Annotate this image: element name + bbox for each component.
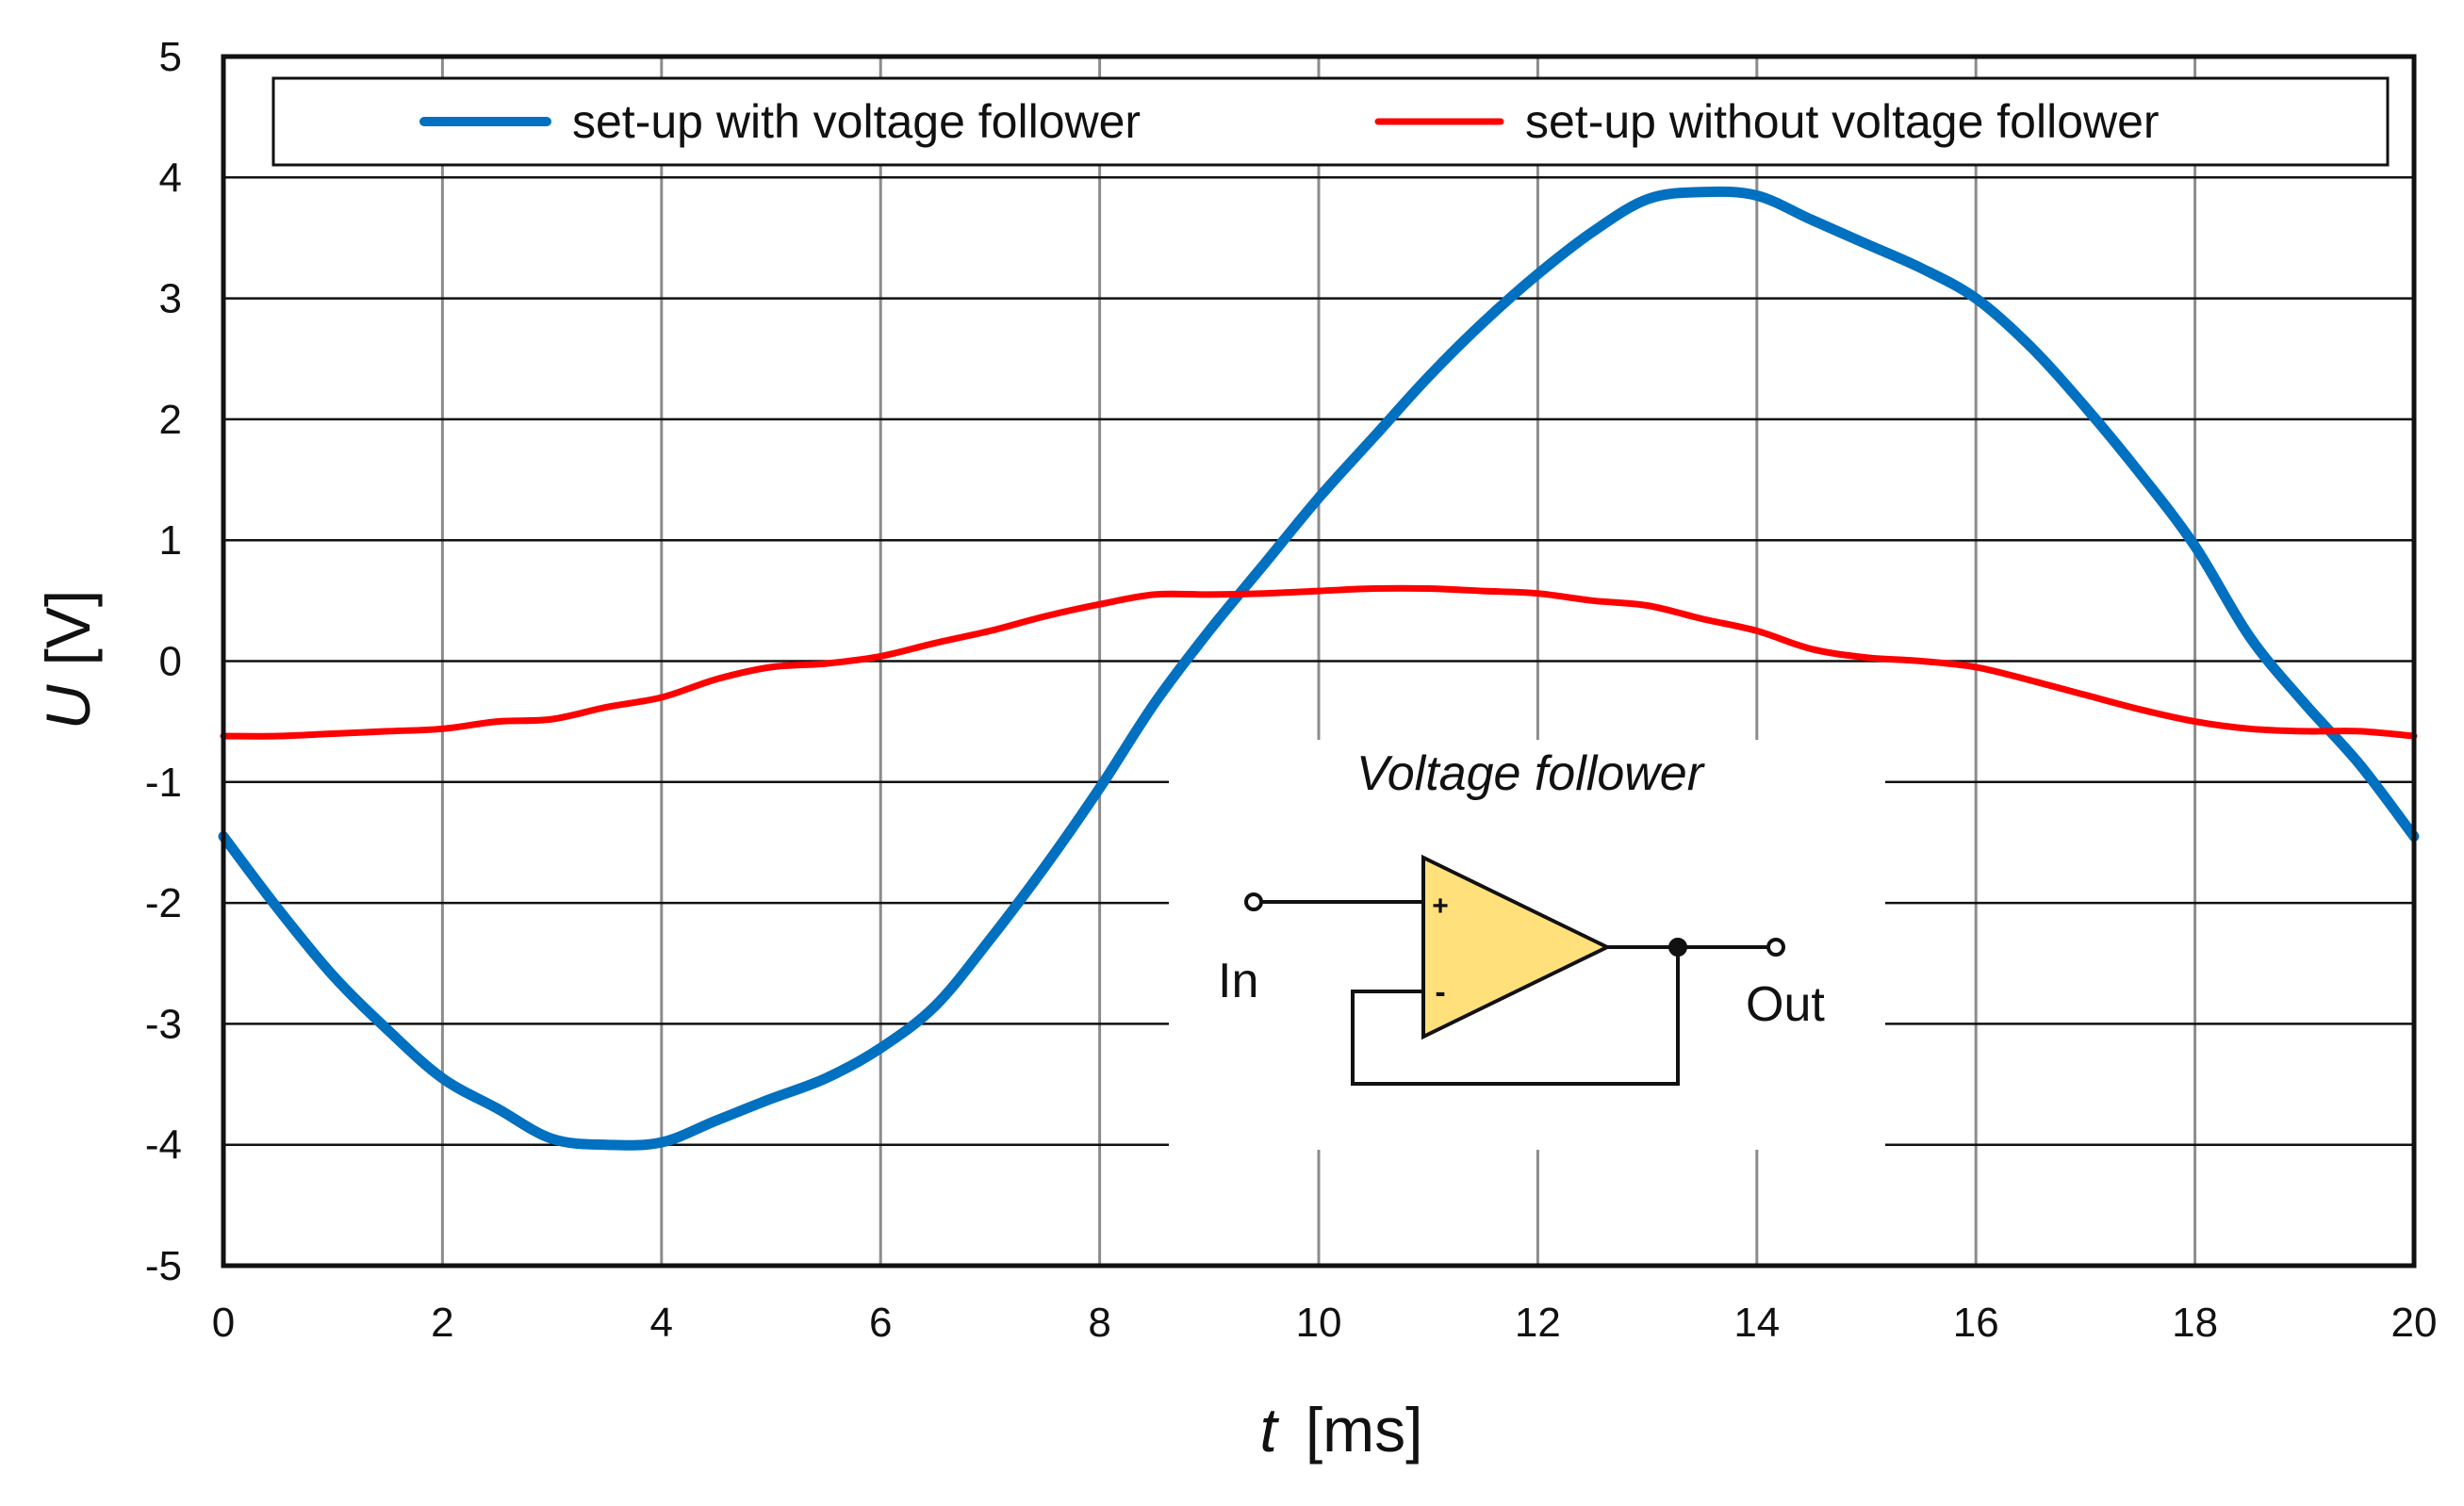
x-tick-label: 18 bbox=[2172, 1300, 2218, 1346]
y-tick-label: 1 bbox=[159, 517, 182, 564]
minus-sign: - bbox=[1435, 974, 1445, 1010]
x-tick-label: 0 bbox=[212, 1300, 235, 1346]
y-tick-label: 5 bbox=[159, 34, 182, 80]
voltage-follower-inset: Voltage follower + - In Out bbox=[1169, 740, 1885, 1150]
y-tick-label: -5 bbox=[145, 1243, 182, 1289]
x-tick-label: 12 bbox=[1515, 1300, 1561, 1346]
plus-sign: + bbox=[1432, 891, 1449, 922]
op-amp-symbol bbox=[1244, 854, 1785, 1086]
legend-label-with-follower: set-up with voltage follower bbox=[572, 95, 1141, 148]
series-line-with-follower bbox=[218, 186, 2420, 1151]
series-line-without-follower bbox=[220, 584, 2418, 740]
y-tick-label: 2 bbox=[159, 397, 182, 443]
x-axis-title: t [ms] bbox=[1260, 1395, 1423, 1465]
y-tick-label: -4 bbox=[145, 1122, 182, 1169]
y-tick-label: 0 bbox=[159, 639, 182, 685]
y-tick-label: 3 bbox=[159, 276, 182, 322]
output-node bbox=[1668, 938, 1687, 957]
x-tick-label: 14 bbox=[1733, 1300, 1780, 1346]
x-tick-label: 4 bbox=[650, 1300, 673, 1346]
x-tick-label: 10 bbox=[1296, 1300, 1342, 1346]
feedback-wire bbox=[1351, 947, 1680, 1086]
output-label: Out bbox=[1746, 977, 1825, 1032]
legend: set-up with voltage follower set-up with… bbox=[271, 76, 2390, 167]
legend-label-without-follower: set-up without voltage follower bbox=[1525, 95, 2160, 148]
x-tick-label: 20 bbox=[2391, 1300, 2438, 1346]
x-tick-label: 2 bbox=[431, 1300, 453, 1346]
input-terminal bbox=[1244, 892, 1263, 911]
x-tick-label: 8 bbox=[1088, 1300, 1110, 1346]
output-terminal bbox=[1766, 938, 1785, 957]
y-axis-unit: [V] bbox=[33, 590, 103, 666]
x-tick-label: 6 bbox=[869, 1300, 892, 1346]
y-tick-label: -1 bbox=[145, 760, 182, 806]
y-tick-label: -3 bbox=[145, 1001, 182, 1047]
x-axis-unit: [ms] bbox=[1306, 1395, 1423, 1465]
x-tick-label: 16 bbox=[1953, 1300, 1999, 1346]
y-tick-label: -2 bbox=[145, 880, 182, 926]
y-axis-symbol: U bbox=[33, 684, 103, 729]
y-tick-label: 4 bbox=[159, 155, 182, 201]
amplifier-triangle bbox=[1421, 854, 1612, 1040]
input-label: In bbox=[1218, 954, 1258, 1008]
inset-title: Voltage follower bbox=[1356, 746, 1706, 801]
y-axis-title: U [V] bbox=[33, 590, 103, 729]
x-axis-symbol: t bbox=[1260, 1395, 1280, 1465]
legend-box bbox=[271, 76, 2390, 167]
series-layer bbox=[218, 186, 2420, 1151]
plot-frame bbox=[221, 54, 2417, 1269]
